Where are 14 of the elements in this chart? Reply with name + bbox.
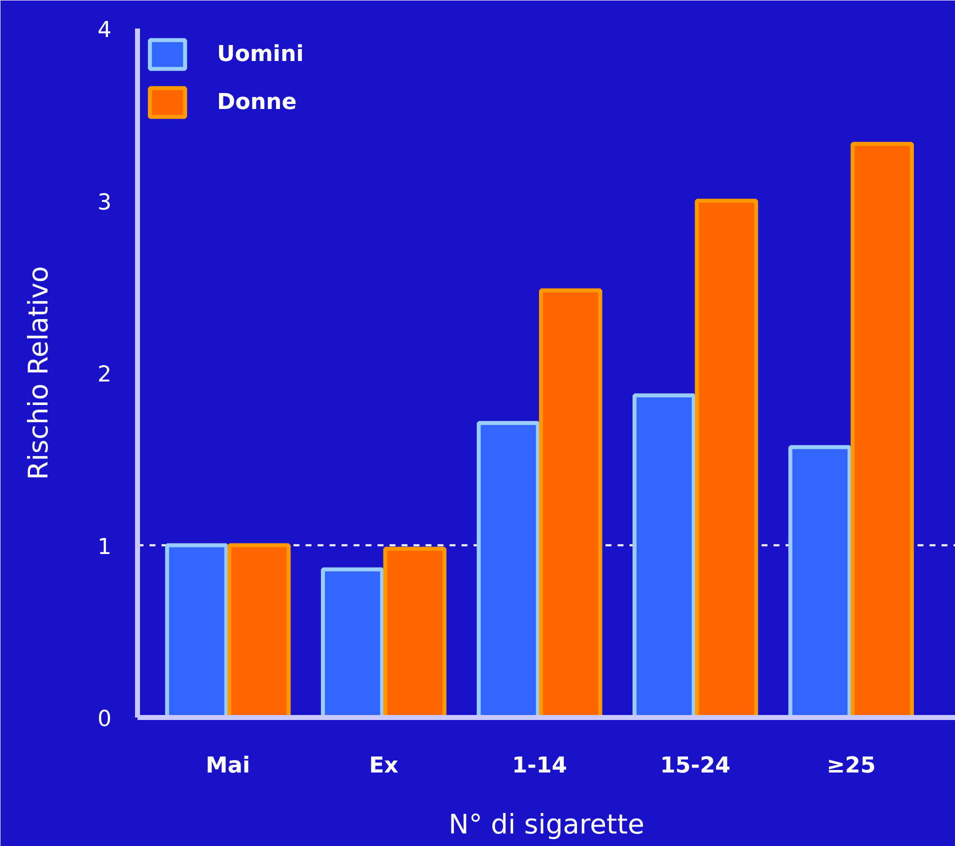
y-tick-label: 2 — [98, 362, 112, 388]
legend-label: Uomini — [217, 42, 304, 66]
y-tick-label: 1 — [98, 534, 112, 560]
x-tick-label: Ex — [369, 754, 398, 778]
y-tick-label: 3 — [98, 190, 112, 216]
y-tick-label: 4 — [98, 18, 112, 43]
x-tick-label: 1-14 — [512, 754, 568, 778]
y-tick-label: 0 — [98, 707, 112, 732]
x-tick-label: 15-24 — [660, 754, 730, 778]
legend-label: Donne — [217, 90, 297, 114]
x-tick-label: Mai — [206, 754, 250, 778]
x-axis-title: N° di sigarette — [448, 810, 644, 840]
y-axis-title: Rischio Relativo — [24, 266, 55, 480]
x-tick-label: ≥25 — [826, 754, 876, 778]
